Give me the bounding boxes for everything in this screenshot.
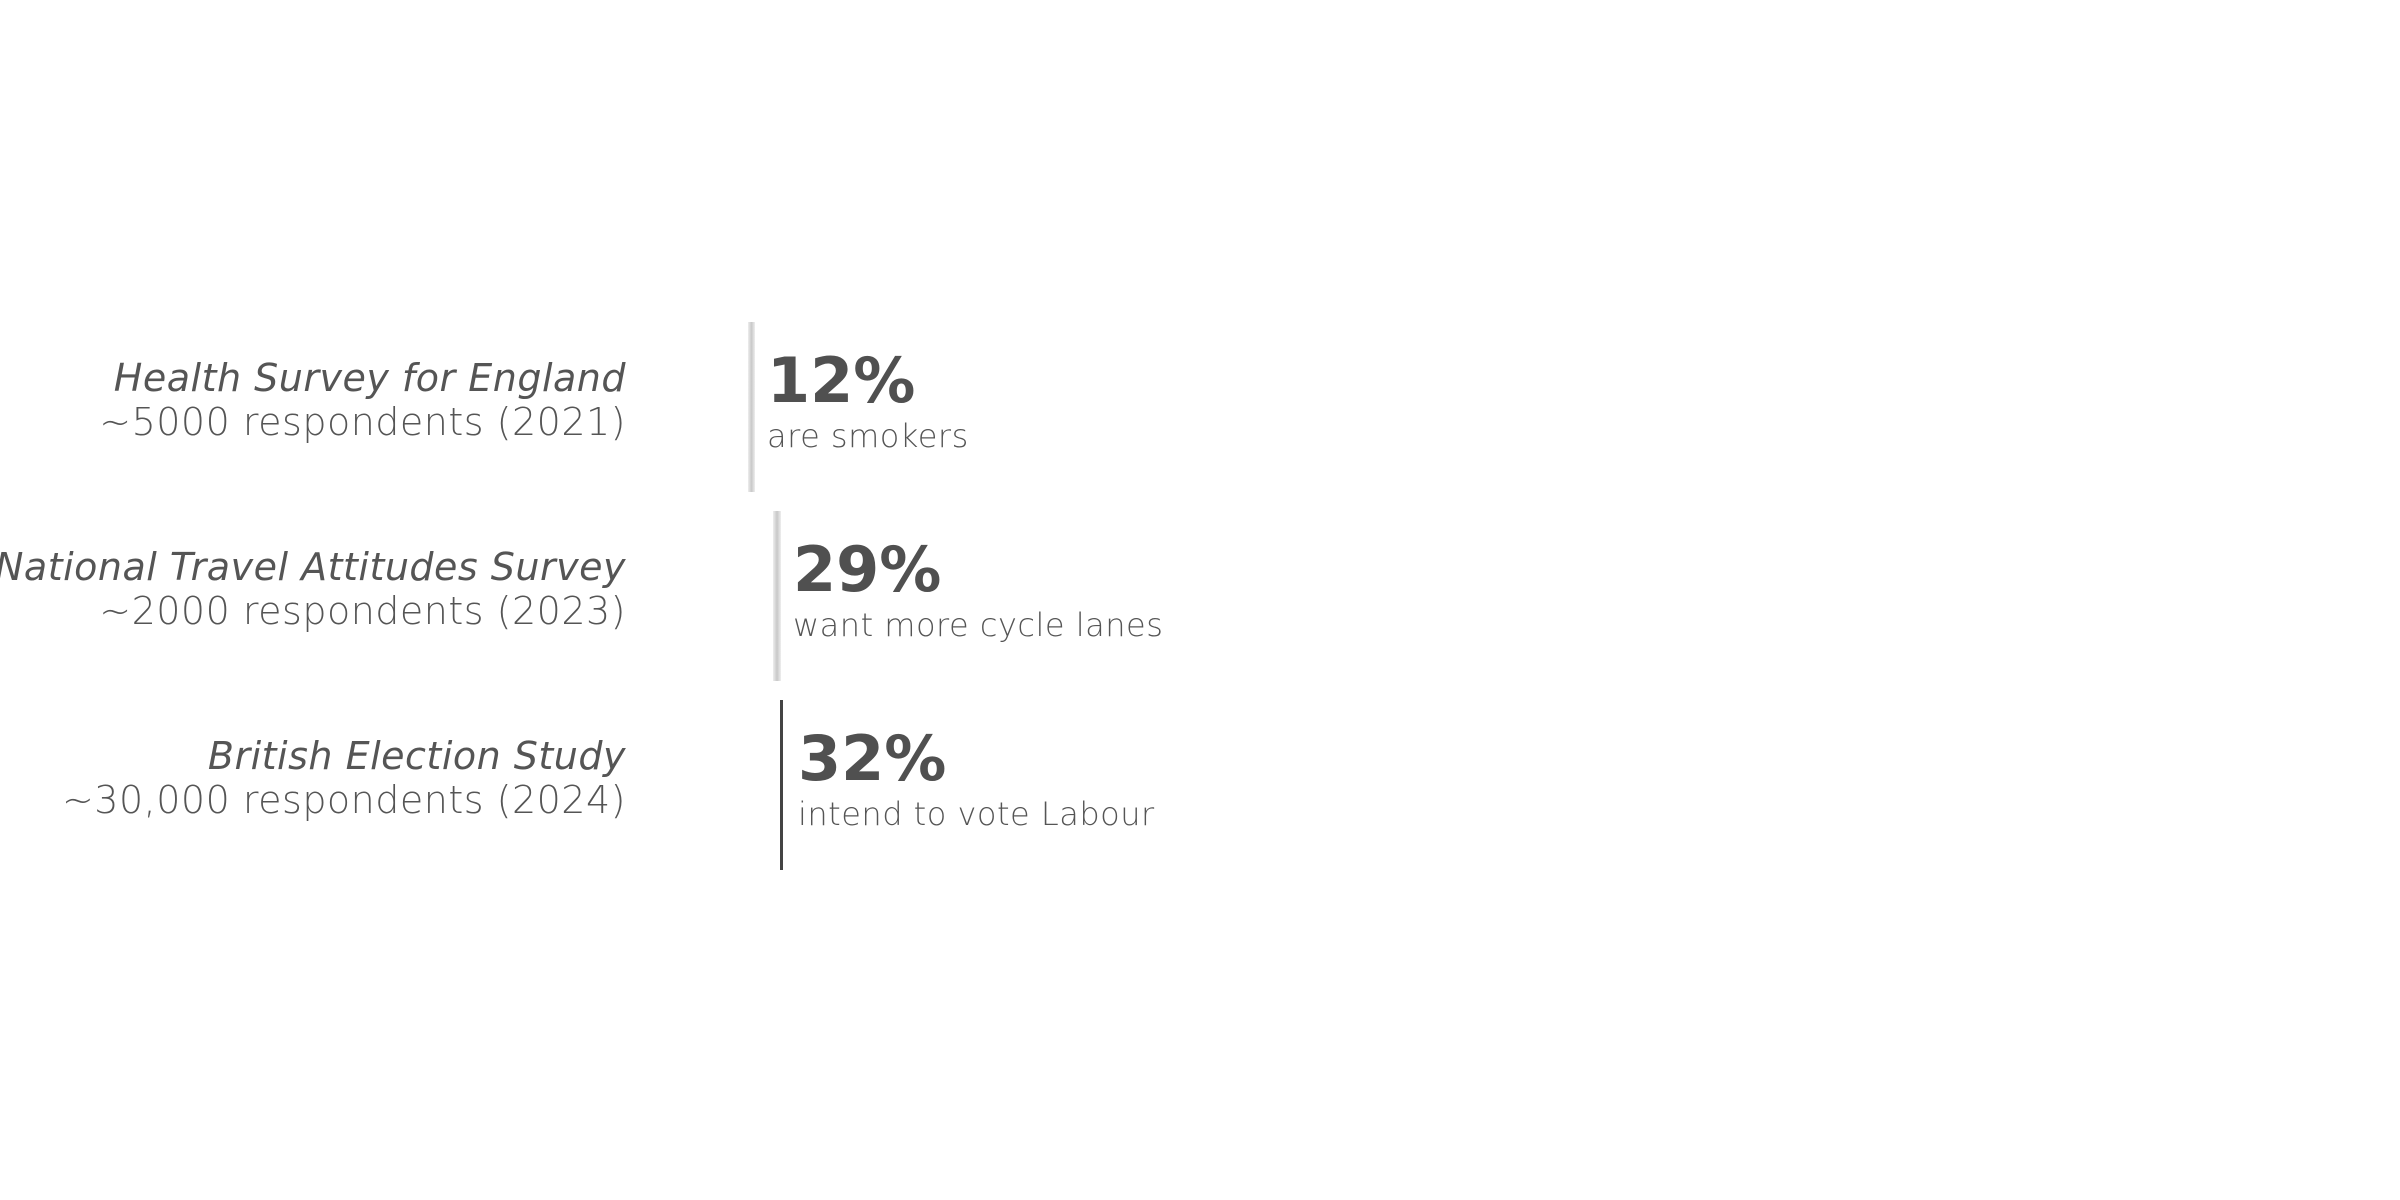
stat-description: intend to vote Labour <box>798 795 1155 833</box>
respondents: ~5000 respondents (2021) <box>99 400 626 444</box>
source-name: British Election Study <box>207 734 626 778</box>
source-name: National Travel Attitudes Survey <box>0 545 626 589</box>
divider <box>780 700 783 870</box>
stat-block: 32% intend to vote Labour <box>798 724 1155 834</box>
stat-description: want more cycle lanes <box>793 606 1164 644</box>
stat-block: 12% are smokers <box>767 346 969 456</box>
respondents: ~2000 respondents (2023) <box>99 589 626 633</box>
stat-value: 29% <box>793 533 942 606</box>
source-block: British Election Study ~30,000 responden… <box>62 734 626 822</box>
source-block: National Travel Attitudes Survey ~2000 r… <box>0 545 626 633</box>
stat-block: 29% want more cycle lanes <box>793 535 1163 645</box>
survey-row: British Election Study ~30,000 responden… <box>0 700 2400 870</box>
stat-value: 32% <box>798 722 947 795</box>
source-block: Health Survey for England ~5000 responde… <box>99 356 626 444</box>
survey-row: Health Survey for England ~5000 responde… <box>0 322 2400 492</box>
respondents: ~30,000 respondents (2024) <box>61 778 626 822</box>
stat-description: are smokers <box>767 417 969 455</box>
survey-row: National Travel Attitudes Survey ~2000 r… <box>0 511 2400 681</box>
divider <box>773 511 781 681</box>
divider <box>748 322 755 492</box>
stat-value: 12% <box>767 344 916 417</box>
source-name: Health Survey for England <box>113 356 626 400</box>
